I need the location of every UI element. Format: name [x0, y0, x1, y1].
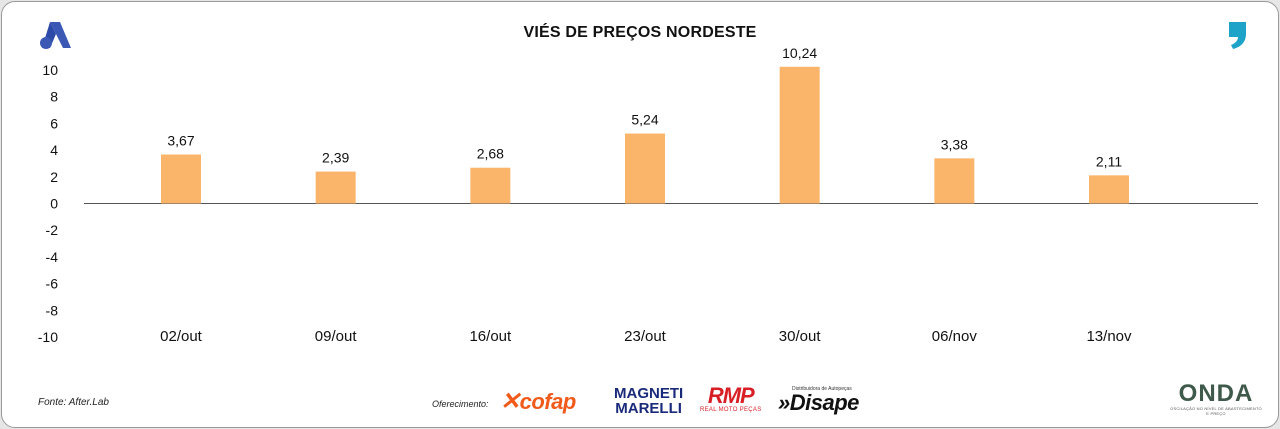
onda-subtext: OSCILAÇÃO NO NÍVEL DE ABASTECIMENTO E PR…: [1170, 406, 1262, 416]
bar: [470, 167, 511, 204]
onda-text: ONDA: [1178, 380, 1254, 407]
x-tick-label: 02/out: [160, 328, 203, 345]
bar-value-label: 2,68: [477, 146, 504, 162]
rmp-subtext: REAL MOTO PEÇAS: [700, 407, 762, 413]
y-axis: 10 8 6 4 2 0 -2 -4 -6 -8 -10: [38, 62, 58, 345]
bar: [625, 133, 665, 204]
y-tick-label: 2: [50, 169, 58, 185]
x-tick-label: 06/nov: [932, 328, 978, 345]
y-tick-label: 4: [50, 142, 58, 158]
bar: [161, 154, 201, 204]
chart-title: VIÉS DE PREÇOS NORDESTE: [523, 24, 757, 41]
y-tick-label: -8: [46, 302, 59, 318]
marelli-text: MARELLI: [615, 400, 682, 417]
magneti-text: MAGNETI: [614, 385, 684, 402]
bar-value-label: 10,24: [782, 45, 817, 61]
cofap-text: cofap: [519, 389, 577, 414]
x-tick-label: 16/out: [469, 328, 512, 345]
bar: [315, 171, 356, 204]
y-tick-label: 10: [42, 62, 58, 78]
x-axis: 02/out 09/out 16/out 23/out 30/out 06/nov 13/n…: [160, 328, 1132, 345]
bar-value-label: 2,11: [1096, 153, 1122, 169]
bar: [1089, 175, 1129, 204]
bar-value-label: 3,67: [167, 133, 194, 149]
disape-text: »Disape: [778, 390, 860, 415]
after-lab-logo-icon: [40, 22, 71, 49]
bars: [161, 66, 1129, 204]
x-tick-label: 13/nov: [1086, 328, 1132, 345]
bar-value-label: 3,38: [941, 136, 968, 152]
y-tick-label: -4: [46, 249, 59, 265]
bar-value-label: 5,24: [631, 112, 658, 128]
quote-mark-icon: [1229, 22, 1246, 49]
y-tick-label: 6: [50, 115, 58, 131]
y-tick-label: 8: [50, 89, 58, 105]
disape-logo: Distribuidora de Autopeças »Disape: [778, 386, 859, 414]
onda-logo: ONDA OSCILAÇÃO NO NÍVEL DE ABASTECIMENTO…: [1170, 380, 1262, 417]
cofap-x-icon: ✕: [500, 388, 520, 415]
offer-label: Oferecimento:: [432, 399, 489, 409]
bar-value-label: 2,39: [322, 150, 349, 166]
magneti-marelli-logo: MAGNETI MARELLI: [614, 386, 683, 416]
source-note: Fonte: After.Lab: [38, 397, 109, 408]
disape-subtext: Distribuidora de Autopeças: [792, 386, 852, 392]
x-tick-label: 09/out: [315, 328, 358, 345]
rmp-text: RMP: [707, 383, 755, 408]
y-tick-label: 0: [50, 196, 58, 212]
y-tick-label: -2: [46, 222, 59, 238]
x-tick-label: 23/out: [624, 328, 667, 345]
cofap-logo: ✕cofap: [500, 387, 576, 416]
data-labels: 3,67 2,39 2,68 5,24 10,24 3,38 2,11: [167, 45, 1122, 170]
rmp-logo: RMP REAL MOTO PEÇAS: [700, 383, 762, 414]
x-tick-label: 30/out: [779, 328, 822, 345]
y-tick-label: -10: [38, 329, 58, 345]
y-tick-label: -6: [46, 276, 59, 292]
bar: [934, 158, 975, 204]
bar: [779, 66, 820, 204]
disape-name: Disape: [789, 390, 860, 415]
